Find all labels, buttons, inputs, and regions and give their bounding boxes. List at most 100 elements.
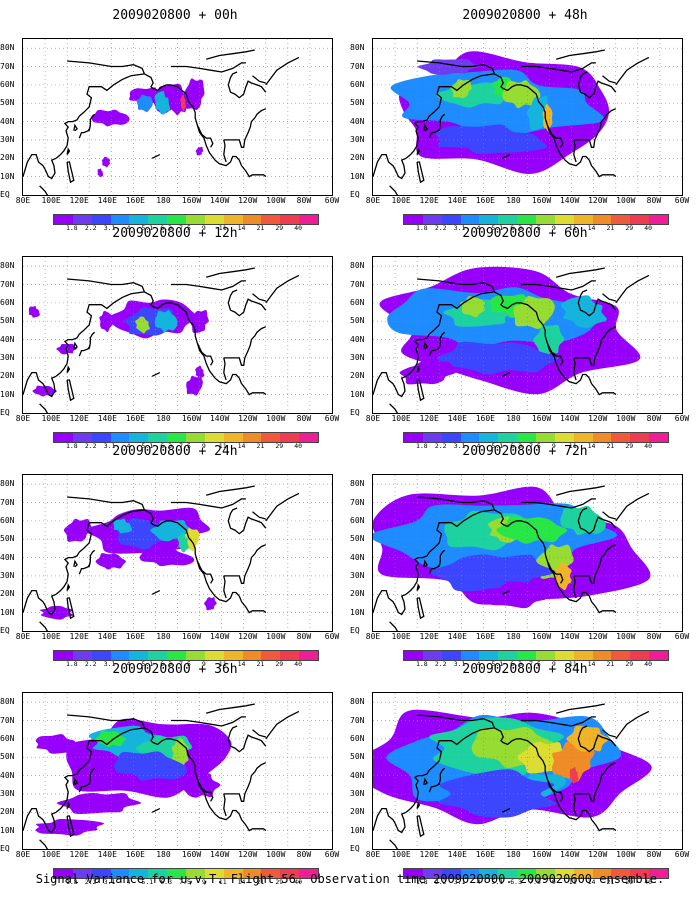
colorbar-swatch [404, 869, 423, 878]
coastline [55, 115, 80, 159]
lon-label: 120E [69, 196, 89, 205]
coastline [394, 375, 407, 398]
lon-label: 80E [15, 196, 31, 205]
colorbar-label: 5.1 [141, 878, 154, 886]
lat-label: 80N [350, 261, 365, 271]
coastline [152, 84, 240, 167]
colorbar [53, 868, 319, 879]
lon-label: 180 [506, 196, 521, 205]
coastline [88, 113, 96, 131]
lon-label: 160E [475, 196, 495, 205]
colorbar-label: 9 [201, 224, 206, 232]
lat-label: 20N [350, 589, 365, 599]
colorbar-swatch [630, 433, 650, 442]
lat-label: 40N [350, 770, 365, 780]
colorbar-swatch [110, 869, 130, 878]
colorbar-label: 14 [587, 224, 596, 232]
colorbar-label: 3.1 [453, 660, 466, 668]
coastline [23, 589, 46, 613]
lon-label: 120W [588, 196, 608, 205]
colorbar-label: 40 [294, 224, 303, 232]
colorbar-swatch [167, 869, 187, 878]
coastline [502, 738, 590, 821]
colorbar-swatch [261, 651, 281, 660]
coastline [44, 593, 57, 616]
colorbar-swatch [479, 215, 499, 224]
colorbar [53, 214, 319, 225]
lon-label: 140E [97, 632, 117, 641]
colorbar-swatch [54, 215, 73, 224]
panel-title: 2009020800 + 00h [112, 8, 238, 23]
lon-label: 80E [365, 196, 381, 205]
coastline [577, 516, 617, 535]
variance-contour-region [134, 316, 150, 334]
lon-label: 80W [646, 414, 662, 423]
coastline [223, 139, 227, 163]
colorbar-swatch [649, 651, 669, 660]
colorbar-swatch [129, 433, 149, 442]
coastline [67, 496, 146, 553]
coastline [73, 341, 78, 350]
map-svg [23, 693, 332, 849]
lat-label: EQ [350, 408, 360, 417]
coastline [144, 291, 154, 308]
coastline [502, 520, 590, 603]
coastline [223, 544, 267, 584]
coastline [196, 125, 214, 148]
coastline [588, 377, 617, 396]
lat-label: 30N [350, 134, 365, 144]
coastline [615, 274, 650, 304]
map-svg [373, 693, 682, 849]
lon-label: 160E [475, 632, 495, 641]
coastline [494, 509, 504, 526]
lon-label: 140E [97, 414, 117, 423]
lat-label: 20N [350, 807, 365, 817]
variance-contour-region [154, 91, 171, 115]
coastline [44, 811, 57, 834]
colorbar-swatch [630, 651, 650, 660]
variance-contour-region [533, 324, 565, 357]
colorbar-label: 40 [644, 878, 653, 886]
lon-label: 120E [69, 632, 89, 641]
coastline [66, 815, 75, 838]
coastline [67, 278, 146, 335]
lon-label: 80E [15, 850, 31, 859]
colorbar-label: 3.1 [453, 442, 466, 450]
variance-contour-region [56, 792, 141, 814]
lon-label: 100E [41, 414, 61, 423]
lat-label: 10N [350, 825, 365, 835]
lat-label: 10N [350, 171, 365, 181]
lat-label: 80N [350, 479, 365, 489]
colorbar-label: 21 [606, 224, 615, 232]
colorbar-swatch [223, 869, 243, 878]
coastline [615, 492, 650, 522]
colorbar-swatch [223, 651, 243, 660]
colorbar-swatch [554, 869, 574, 878]
colorbar-swatch [148, 433, 168, 442]
coastline [66, 379, 75, 402]
lat-label: 60N [350, 79, 365, 89]
colorbar-swatch [72, 869, 92, 878]
lat-label: 50N [0, 534, 15, 544]
colorbar-label: 1.8 [65, 442, 78, 450]
lon-label: 140E [447, 196, 467, 205]
map-plot-area [372, 256, 683, 414]
lat-label: 60N [0, 733, 15, 743]
coastline [577, 298, 617, 317]
lat-label: 60N [350, 515, 365, 525]
panel-title: 2009020800 + 84h [462, 662, 588, 677]
colorbar-swatch [204, 215, 224, 224]
colorbar-label: 3.1 [103, 224, 116, 232]
variance-contour-region [35, 734, 80, 754]
coastline [55, 551, 80, 595]
lat-label: EQ [0, 626, 10, 635]
variance-contour-region [451, 79, 472, 99]
colorbar-label: 21 [606, 878, 615, 886]
colorbar-label: 40 [294, 442, 303, 450]
variance-contour-region [95, 730, 126, 748]
coastline [265, 56, 300, 86]
lon-label: 160W [531, 196, 552, 205]
coastline [438, 113, 446, 131]
coastline [494, 73, 504, 90]
coastline [23, 807, 46, 831]
